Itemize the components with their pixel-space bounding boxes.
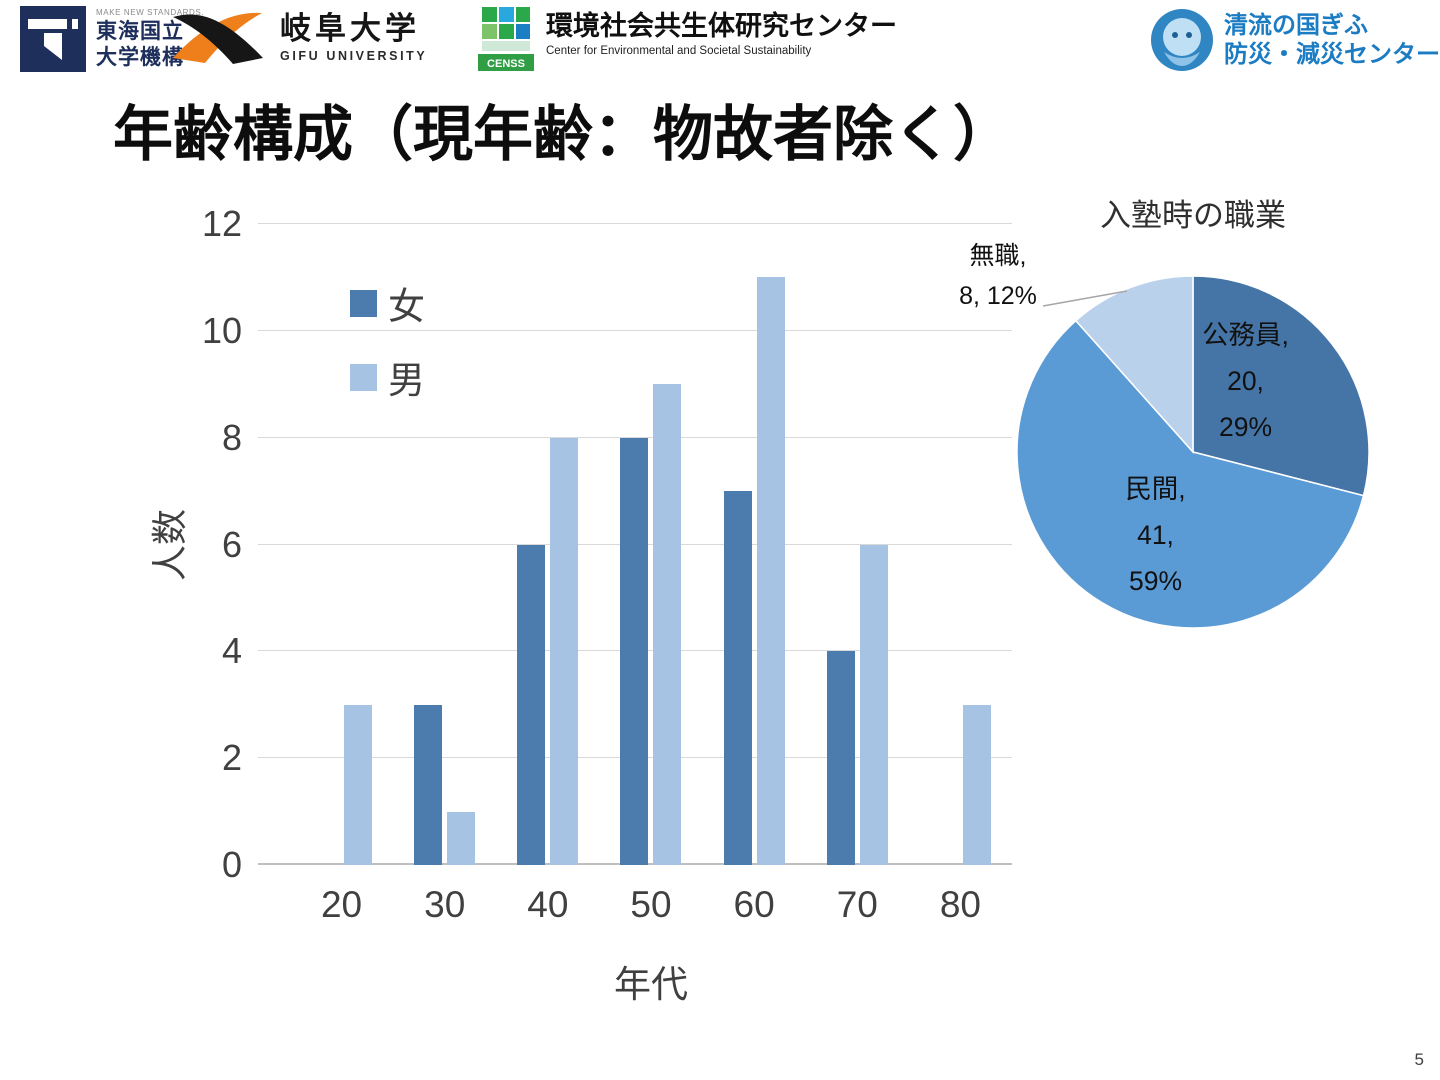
gridline bbox=[258, 223, 1012, 224]
tokai-logo: MAKE NEW STANDARDS. 東海国立 大学機構 bbox=[20, 6, 204, 72]
legend-swatch bbox=[350, 363, 377, 391]
legend-label: 男 bbox=[388, 360, 425, 401]
bar-女-60 bbox=[723, 491, 752, 865]
censs-logo: CENSS 環境社会共生体研究センター Center for Environme… bbox=[478, 5, 897, 71]
bosai-line2: 防災・減災センター bbox=[1224, 41, 1440, 68]
y-tick-label: 10 bbox=[201, 309, 242, 351]
pie-slice-民間 bbox=[1016, 319, 1365, 629]
y-tick-label: 2 bbox=[221, 737, 242, 779]
pie-title: 入塾時の職業 bbox=[1100, 198, 1286, 233]
pie-svg bbox=[1016, 275, 1370, 629]
bar-女-50 bbox=[620, 437, 649, 865]
y-tick-label: 4 bbox=[221, 630, 242, 672]
x-tick-label: 50 bbox=[630, 884, 672, 925]
gifu-logo-icon bbox=[173, 12, 263, 64]
censs-subtitle: Center for Environmental and Societal Su… bbox=[546, 45, 812, 57]
tokai-name-line2: 大学機構 bbox=[96, 46, 184, 69]
gifu-subtitle: GIFU UNIVERSITY bbox=[280, 48, 428, 63]
censs-name: 環境社会共生体研究センター bbox=[546, 11, 897, 41]
bar-男-40 bbox=[550, 437, 579, 865]
legend-item-男: 男 bbox=[350, 350, 425, 404]
bar-legend: 女男 bbox=[350, 276, 425, 404]
tokai-logo-text: MAKE NEW STANDARDS. 東海国立 大学機構 bbox=[96, 6, 204, 72]
bar-男-60 bbox=[756, 277, 785, 865]
y-tick-label: 0 bbox=[221, 844, 242, 885]
pie-slice-公務員 bbox=[1192, 275, 1370, 497]
bosai-mascot-icon bbox=[1151, 9, 1213, 71]
x-tick-label: 70 bbox=[836, 884, 878, 925]
gridline bbox=[258, 329, 1012, 331]
bosai-center-logo: 清流の国ぎふ 防災・減災センター bbox=[1150, 8, 1440, 72]
bar-男-80 bbox=[962, 704, 991, 865]
tokai-name-line1: 東海国立 bbox=[96, 20, 184, 43]
page-number: 5 bbox=[1414, 1050, 1424, 1069]
bosai-line1: 清流の国ぎふ bbox=[1224, 12, 1368, 39]
x-tick-label: 60 bbox=[733, 884, 775, 925]
legend-label: 女 bbox=[388, 286, 425, 327]
x-tick-label: 30 bbox=[424, 884, 466, 925]
censs-logo-label: CENSS bbox=[487, 58, 525, 70]
gifu-logo: 岐阜大学 GIFU UNIVERSITY bbox=[170, 8, 427, 66]
gifu-logo-text: 岐阜大学 GIFU UNIVERSITY bbox=[280, 10, 428, 63]
legend-swatch bbox=[350, 289, 377, 317]
bar-男-30 bbox=[447, 811, 476, 865]
x-tick-label: 40 bbox=[527, 884, 569, 925]
legend-item-女: 女 bbox=[350, 276, 425, 330]
censs-logo-text: 環境社会共生体研究センター Center for Environmental a… bbox=[546, 5, 897, 57]
slide-title: 年齢構成（現年齢：物故者除く） bbox=[113, 101, 1013, 168]
header-logos: MAKE NEW STANDARDS. 東海国立 大学機構 岐阜大学 GIFU … bbox=[0, 0, 1440, 84]
bar-男-70 bbox=[859, 544, 888, 865]
gifu-name: 岐阜大学 bbox=[280, 10, 420, 46]
bar-男-50 bbox=[653, 384, 682, 865]
y-tick-label: 8 bbox=[221, 416, 242, 458]
pie-slice-無職 bbox=[1074, 275, 1194, 454]
x-axis-title: 年代 bbox=[614, 964, 688, 1005]
bar-男-20 bbox=[344, 704, 373, 865]
x-tick-label: 80 bbox=[939, 884, 981, 925]
pie-label-leader-line bbox=[1042, 290, 1128, 307]
bar-女-30 bbox=[414, 704, 443, 865]
censs-logo-icon: CENSS bbox=[478, 7, 534, 71]
bosai-logo-text: 清流の国ぎふ 防災・減災センター bbox=[1224, 11, 1440, 69]
bar-女-70 bbox=[826, 651, 855, 865]
gridline bbox=[258, 436, 1012, 438]
bar-女-40 bbox=[517, 544, 546, 865]
y-axis-tick-labels: 0 2 4 6 8 10 12 bbox=[148, 203, 242, 885]
bar-plot-area: 女男 bbox=[258, 223, 1012, 865]
x-axis-tick-labels: 20 30 40 50 60 70 80 bbox=[258, 884, 1012, 930]
y-tick-label: 6 bbox=[221, 523, 242, 565]
x-tick-label: 20 bbox=[320, 884, 363, 925]
tokai-tagline: MAKE NEW STANDARDS. bbox=[96, 8, 205, 17]
y-tick-label: 12 bbox=[201, 203, 242, 244]
tokai-logo-icon bbox=[20, 6, 86, 72]
